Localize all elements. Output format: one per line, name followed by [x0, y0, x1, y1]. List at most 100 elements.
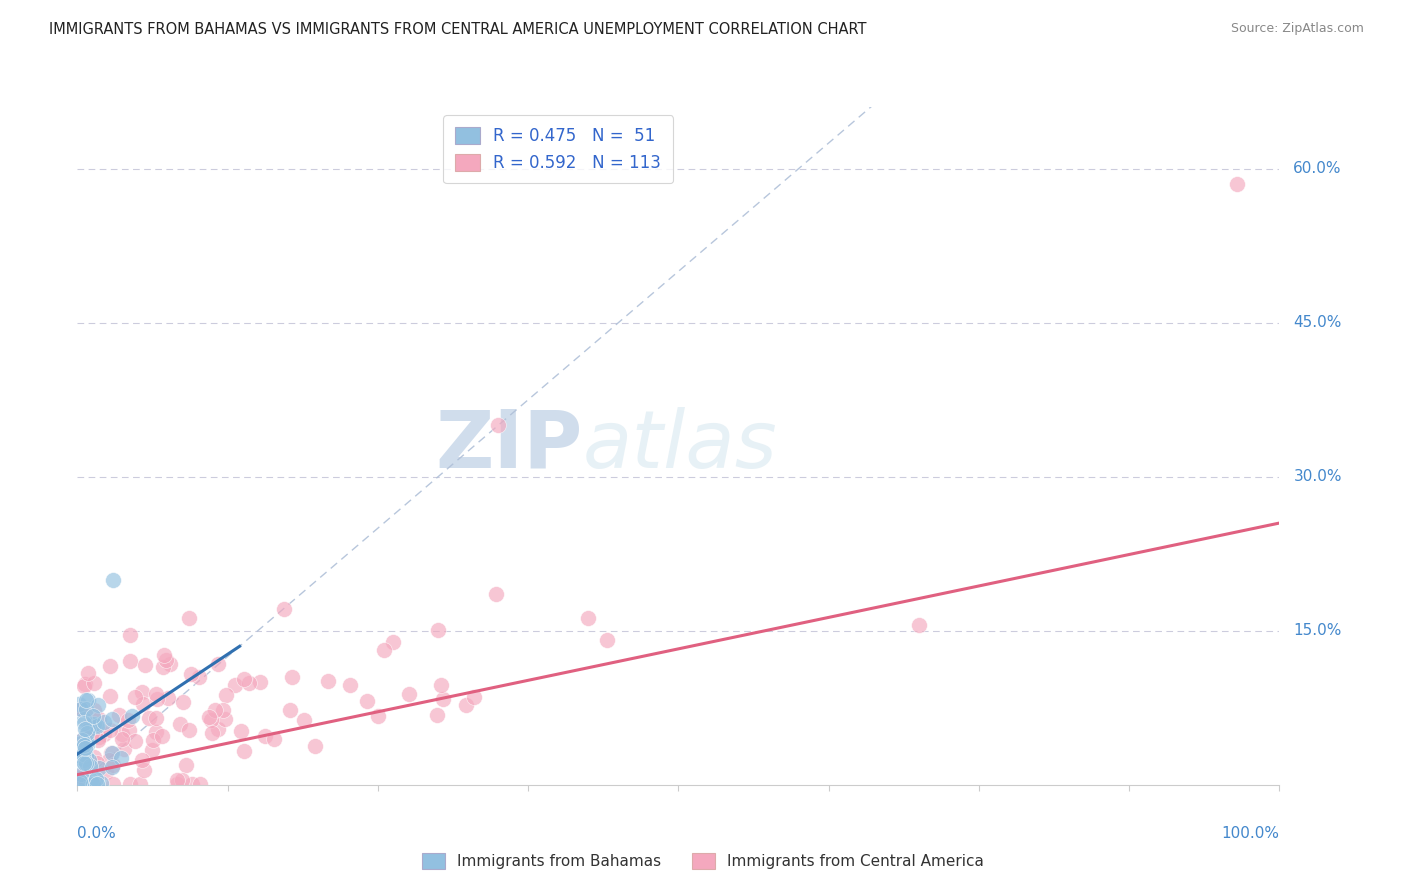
- Point: [118, 777, 141, 791]
- Point: [75, 777, 97, 791]
- Point: [76, 726, 98, 740]
- Text: ZIP: ZIP: [434, 407, 582, 485]
- Point: [75, 677, 97, 691]
- Point: [131, 698, 153, 712]
- Point: [98, 689, 121, 703]
- Point: [70, 767, 93, 781]
- Point: [1226, 177, 1249, 191]
- Point: [174, 757, 197, 772]
- Point: [98, 659, 121, 673]
- Point: [124, 734, 146, 748]
- Point: [596, 632, 619, 647]
- Point: [432, 692, 454, 706]
- Point: [77, 666, 100, 681]
- Point: [198, 710, 221, 724]
- Point: [90, 776, 112, 790]
- Point: [398, 687, 420, 701]
- Point: [200, 713, 222, 727]
- Point: [67, 745, 90, 759]
- Point: [87, 733, 110, 747]
- Point: [67, 749, 90, 764]
- Point: [100, 746, 122, 760]
- Point: [486, 418, 509, 433]
- Point: [110, 727, 132, 741]
- Point: [72, 768, 94, 782]
- Point: [146, 691, 169, 706]
- Point: [145, 687, 167, 701]
- Point: [134, 764, 156, 778]
- Point: [212, 703, 235, 717]
- Point: [224, 678, 246, 692]
- Point: [101, 760, 124, 774]
- Point: [82, 726, 104, 740]
- Point: [180, 666, 202, 681]
- Point: [124, 690, 146, 704]
- Point: [76, 738, 98, 752]
- Point: [69, 774, 91, 789]
- Point: [83, 716, 105, 731]
- Point: [67, 771, 90, 785]
- Point: [103, 573, 125, 587]
- Text: IMMIGRANTS FROM BAHAMAS VS IMMIGRANTS FROM CENTRAL AMERICA UNEMPLOYMENT CORRELAT: IMMIGRANTS FROM BAHAMAS VS IMMIGRANTS FR…: [49, 22, 866, 37]
- Text: 45.0%: 45.0%: [1294, 315, 1341, 330]
- Point: [97, 753, 120, 767]
- Text: 100.0%: 100.0%: [1222, 826, 1279, 840]
- Point: [83, 676, 105, 690]
- Legend: Immigrants from Bahamas, Immigrants from Central America: Immigrants from Bahamas, Immigrants from…: [416, 847, 990, 875]
- Point: [75, 740, 97, 755]
- Text: Source: ZipAtlas.com: Source: ZipAtlas.com: [1230, 22, 1364, 36]
- Point: [145, 724, 167, 739]
- Point: [75, 748, 97, 763]
- Point: [249, 675, 271, 690]
- Point: [215, 688, 238, 702]
- Point: [430, 678, 453, 692]
- Point: [304, 739, 326, 753]
- Point: [75, 702, 97, 716]
- Point: [238, 676, 260, 690]
- Point: [82, 777, 104, 791]
- Point: [207, 722, 229, 736]
- Point: [79, 758, 101, 772]
- Point: [76, 735, 98, 749]
- Point: [117, 713, 139, 727]
- Point: [110, 751, 132, 765]
- Point: [169, 716, 191, 731]
- Point: [156, 691, 179, 706]
- Point: [77, 693, 100, 707]
- Point: [232, 744, 254, 758]
- Point: [150, 729, 173, 743]
- Point: [232, 672, 254, 686]
- Point: [138, 711, 160, 725]
- Point: [373, 643, 395, 657]
- Text: 60.0%: 60.0%: [1294, 161, 1341, 176]
- Point: [67, 747, 90, 762]
- Point: [70, 732, 93, 747]
- Text: 30.0%: 30.0%: [1294, 469, 1341, 484]
- Point: [187, 670, 209, 684]
- Point: [67, 698, 90, 712]
- Point: [117, 723, 139, 738]
- Point: [201, 726, 224, 740]
- Point: [77, 754, 100, 768]
- Point: [382, 635, 405, 649]
- Point: [576, 611, 599, 625]
- Point: [72, 738, 94, 752]
- Point: [87, 712, 110, 726]
- Point: [153, 648, 176, 663]
- Text: 0.0%: 0.0%: [77, 826, 117, 840]
- Point: [94, 764, 117, 779]
- Point: [79, 772, 101, 787]
- Point: [86, 719, 108, 733]
- Point: [172, 695, 194, 709]
- Point: [316, 674, 339, 689]
- Point: [69, 736, 91, 750]
- Point: [72, 747, 94, 761]
- Point: [82, 709, 104, 723]
- Point: [121, 708, 143, 723]
- Point: [75, 756, 97, 770]
- Point: [67, 769, 90, 783]
- Point: [278, 703, 301, 717]
- Point: [77, 723, 100, 738]
- Point: [229, 723, 252, 738]
- Point: [73, 753, 96, 767]
